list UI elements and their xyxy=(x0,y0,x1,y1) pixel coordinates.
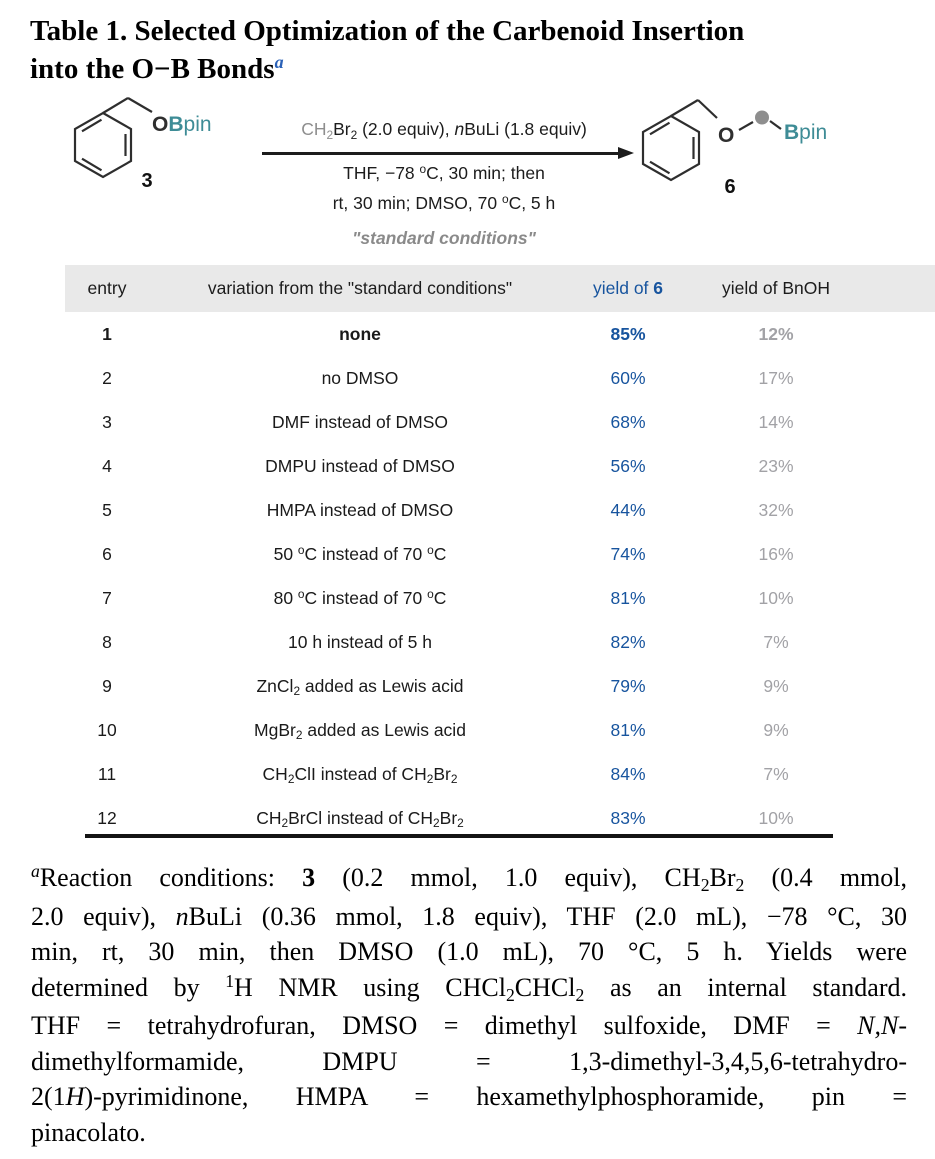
footnote-line: dimethylformamide, DMPU = 1,3-dimethyl-3… xyxy=(31,1046,907,1076)
reactant-obpin-label: OBpin xyxy=(152,113,212,136)
product-benzene-ring-icon xyxy=(641,99,782,182)
table-row: 2 no DMSO 60% 17% xyxy=(65,356,935,400)
header-entry: entry xyxy=(87,278,127,298)
footnote-line: aReaction conditions: 3 (0.2 mmol, 1.0 e… xyxy=(31,861,907,896)
title-footnote-marker: a xyxy=(274,52,284,73)
variation-cell: 10 h instead of 5 h xyxy=(288,631,432,652)
entry-cell: 4 xyxy=(102,455,112,476)
table-header-row: entry variation from the "standard condi… xyxy=(65,265,935,312)
bnoh-cell: 10% xyxy=(758,587,794,608)
header-variation: variation from the "standard conditions" xyxy=(207,278,513,298)
footnote-line: determined by 1H NMR using CHCl2CHCl2 as… xyxy=(31,970,908,1005)
table-title-line2: into the O−B Bondsa xyxy=(30,52,284,85)
table-row: 1 none 85% 12% xyxy=(65,312,935,356)
product-number-label: 6 xyxy=(724,176,736,198)
entry-cell: 3 xyxy=(102,411,112,432)
yield6-cell: 44% xyxy=(610,499,646,520)
footnote-line: min, rt, 30 min, then DMSO (1.0 mL), 70 … xyxy=(31,937,907,966)
yield6-cell: 85% xyxy=(610,323,646,344)
yield6-cell: 81% xyxy=(610,719,646,740)
entry-cell: 10 xyxy=(97,719,117,740)
yield6-cell: 82% xyxy=(610,631,646,652)
variation-cell: HMPA instead of DMSO xyxy=(266,499,454,520)
variation-cell: no DMSO xyxy=(321,367,399,388)
table-bottom-rule xyxy=(85,834,833,839)
arrow-conditions-line3: rt, 30 min; DMSO, 70 oC, 5 h xyxy=(332,192,556,213)
reactant-benzene-ring-icon xyxy=(73,97,153,179)
yield6-cell: 83% xyxy=(610,807,646,828)
variation-cell: none xyxy=(339,323,381,344)
table-title-line1: Table 1. Selected Optimization of the Ca… xyxy=(30,15,745,47)
bnoh-cell: 23% xyxy=(758,455,794,476)
arrow-conditions-line1: CH2Br2 (2.0 equiv), nBuLi (1.8 equiv) xyxy=(301,119,587,142)
footnote: aReaction conditions: 3 (0.2 mmol, 1.0 e… xyxy=(31,860,907,1150)
entry-cell: 11 xyxy=(97,763,117,784)
variation-cell: CH2BrCl instead of CH2Br2 xyxy=(256,807,464,831)
variation-cell: DMF instead of DMSO xyxy=(271,411,449,432)
table-row: 6 50 oC instead of 70 oC 74% 16% xyxy=(65,532,935,576)
table-row: 4 DMPU instead of DMSO 56% 23% xyxy=(65,444,935,488)
entry-cell: 12 xyxy=(97,807,117,828)
bnoh-cell: 12% xyxy=(758,323,794,344)
reaction-arrowhead-icon xyxy=(618,146,634,159)
variation-cell: DMPU instead of DMSO xyxy=(265,455,455,476)
yield6-cell: 79% xyxy=(610,675,646,696)
footnote-line: pinacolato. xyxy=(31,1117,146,1147)
table-row: 3 DMF instead of DMSO 68% 14% xyxy=(65,400,935,444)
yield6-cell: 68% xyxy=(610,411,646,432)
header-bnoh: yield of BnOH xyxy=(722,278,830,298)
bnoh-cell: 16% xyxy=(758,543,794,564)
table-row: 10 MgBr2 added as Lewis acid 81% 9% xyxy=(65,708,935,752)
yield6-cell: 56% xyxy=(610,455,646,476)
header-yield6: yield of 6 xyxy=(592,278,664,298)
table-row: 9 ZnCl2 added as Lewis acid 79% 9% xyxy=(65,664,935,708)
bnoh-cell: 7% xyxy=(763,631,789,652)
table-row: 7 80 oC instead of 70 oC 81% 10% xyxy=(65,576,935,620)
bnoh-cell: 32% xyxy=(758,499,794,520)
bnoh-cell: 9% xyxy=(763,675,789,696)
variation-cell: MgBr2 added as Lewis acid xyxy=(254,719,466,743)
table-body: 1 none 85% 12% 2 no DMSO 60% 17% 3 DMF instead of… xyxy=(65,312,935,840)
footnote-line: THF = tetrahydrofuran, DMSO = dimethyl s… xyxy=(31,1011,907,1040)
yield6-cell: 60% xyxy=(610,367,646,388)
variation-cell: ZnCl2 added as Lewis acid xyxy=(256,675,464,699)
variation-cell: CH2ClI instead of CH2Br2 xyxy=(262,763,458,787)
table-row: 8 10 h instead of 5 h 82% 7% xyxy=(65,620,935,664)
reactant-number-label: 3 xyxy=(141,170,153,192)
arrow-conditions-line2: THF, −78 oC, 30 min; then xyxy=(343,162,545,183)
bnoh-cell: 14% xyxy=(758,411,794,432)
yield6-cell: 74% xyxy=(610,543,646,564)
product-bpin-label: Bpin xyxy=(784,121,828,144)
yield6-cell: 84% xyxy=(610,763,646,784)
table-title: Table 1. Selected Optimization of the Ca… xyxy=(30,12,915,91)
footnote-line: 2.0 equiv), nBuLi (0.36 mmol, 1.8 equiv)… xyxy=(31,901,907,931)
carbenoid-carbon-dot xyxy=(755,110,769,125)
entry-cell: 2 xyxy=(102,367,112,388)
variation-cell: 80 oC instead of 70 oC xyxy=(273,586,447,608)
entry-cell: 1 xyxy=(102,323,112,344)
entry-cell: 9 xyxy=(102,675,112,696)
bnoh-cell: 7% xyxy=(763,763,789,784)
footnote-line: 2(1H)-pyrimidinone, HMPA = hexamethylpho… xyxy=(31,1082,907,1111)
table-row: 5 HMPA instead of DMSO 44% 32% xyxy=(65,488,935,532)
bnoh-cell: 9% xyxy=(763,719,789,740)
entry-cell: 7 xyxy=(102,587,112,608)
bnoh-cell: 17% xyxy=(758,367,794,388)
bnoh-cell: 10% xyxy=(758,807,794,828)
entry-cell: 8 xyxy=(102,631,112,652)
standard-conditions-label: "standard conditions" xyxy=(352,228,536,248)
variation-cell: 50 oC instead of 70 oC xyxy=(273,542,447,564)
reaction-arrow xyxy=(262,152,620,155)
product-o-label: O xyxy=(718,124,735,147)
table-row: 11 CH2ClI instead of CH2Br2 84% 7% xyxy=(65,752,935,796)
table-row: 12 CH2BrCl instead of CH2Br2 83% 10% xyxy=(65,796,935,840)
entry-cell: 6 xyxy=(102,543,112,564)
yield6-cell: 81% xyxy=(610,587,646,608)
entry-cell: 5 xyxy=(102,499,112,520)
